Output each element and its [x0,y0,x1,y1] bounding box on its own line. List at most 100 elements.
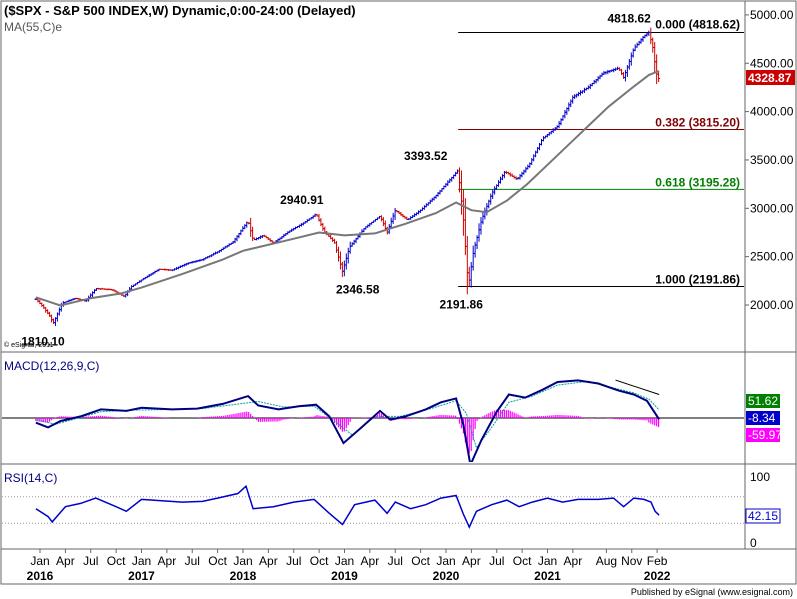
month-tick-label: Nov [621,554,642,568]
price-tick-label: 3500.00 [750,153,794,167]
signal-value-badge: -8.34 [746,411,780,425]
month-tick-label: Oct [411,554,430,568]
month-tick-label: Apr [259,554,278,568]
month-tick-label: Jul [388,554,403,568]
copyright-notice: © eSignal, 2011 [4,341,54,349]
price-bar [571,95,575,104]
month-tick-label: Jul [489,554,504,568]
price-bar [598,74,602,80]
price-bar [454,171,458,177]
price-bar [657,71,661,82]
price-bar [606,69,610,75]
chart-frame [0,0,797,585]
price-bar [493,186,497,195]
year-tick-label: 2018 [230,569,257,583]
price-bar [391,212,395,224]
price-extreme-label: 2191.86 [440,297,484,311]
price-bar [348,241,352,254]
price-bar [469,261,473,288]
price-bar [623,69,627,82]
year-tick-label: 2021 [534,569,561,583]
price-bar [448,178,452,183]
price-bar [637,40,641,46]
signal-value: -8.34 [748,411,776,425]
price-bar [629,52,633,66]
price-axis-ticks: 5000.00 4500.00 4000.00 3500.00 3000.00 2500.… [745,8,794,312]
price-bar [424,203,428,208]
signal-line [35,380,660,449]
price-bar [381,217,385,227]
rsi-panel: RSI(14,C) 100 0 42.15 [2,470,781,550]
price-bar [352,239,356,245]
price-tick-label: 4000.00 [750,105,794,119]
price-bar [567,102,571,112]
price-panel: 4818.62 3393.52 2940.91 2346.58 2191.86 1810.… [4,3,795,349]
last-price-value: 4328.87 [748,71,792,85]
price-bar [653,41,657,73]
price-tick-label: 2000.00 [750,298,794,312]
publisher-credit: Published by eSignal (www.esignal.com) [631,587,793,597]
price-bar [428,199,432,205]
price-bar [290,228,294,233]
price-bar [456,169,460,174]
price-bar [651,37,655,53]
price-bar [379,215,383,222]
year-tick-label: 2016 [27,569,54,583]
price-bar [596,76,600,82]
price-bar [57,307,61,316]
price-bar [612,68,616,73]
month-tick-label: Jan [538,554,557,568]
price-tick-label: 3000.00 [750,201,794,215]
price-bar [350,242,354,247]
price-bar [393,208,397,220]
price-tick-label: 5000.00 [750,8,794,22]
price-bar [147,274,151,278]
price-bar [338,251,342,270]
price-bar [282,233,286,238]
month-tick-label: Apr [564,554,583,568]
price-bar [520,171,524,178]
price-tick-label: 4500.00 [750,56,794,70]
price-bar [649,27,653,45]
fibonacci-retracement [458,31,744,287]
price-bar [524,166,528,173]
price-bar [446,180,450,187]
month-tick-label: Jul [185,554,200,568]
price-bar [335,241,339,253]
price-bar [44,307,48,313]
price-bar [539,138,543,146]
month-tick-label: Aug [596,554,617,568]
price-bar [479,217,483,235]
month-tick-label: Jan [132,554,151,568]
price-bar [331,237,335,243]
month-tick-label: Apr [361,554,380,568]
price-extreme-label: 2940.91 [280,193,324,207]
price-bar [530,158,534,165]
price-bar [346,247,350,264]
price-bar [491,189,495,200]
month-tick-label: Apr [56,554,75,568]
macd-line [35,379,660,462]
price-bar [518,174,522,180]
price-bar [655,54,659,85]
moving-average-line [35,70,660,307]
price-bar [461,189,465,236]
histogram-value: -59.97 [748,428,782,442]
price-bar [526,164,530,170]
price-bar [50,314,54,323]
price-bar [444,183,448,188]
price-bar [500,174,504,181]
price-bar [477,223,481,242]
month-tick-label: Jan [233,554,252,568]
price-bar [340,261,344,277]
last-price-badge-bg [746,70,795,85]
month-tick-label: Feb [647,554,668,568]
rsi-line [35,484,660,530]
fib-level-label: 0.000 (4818.62) [655,17,740,31]
month-tick-label: Oct [513,554,532,568]
price-bar [299,223,303,227]
price-bar [411,214,415,219]
price-bar [241,226,245,232]
price-bar [459,170,463,215]
price-bar [489,193,493,205]
